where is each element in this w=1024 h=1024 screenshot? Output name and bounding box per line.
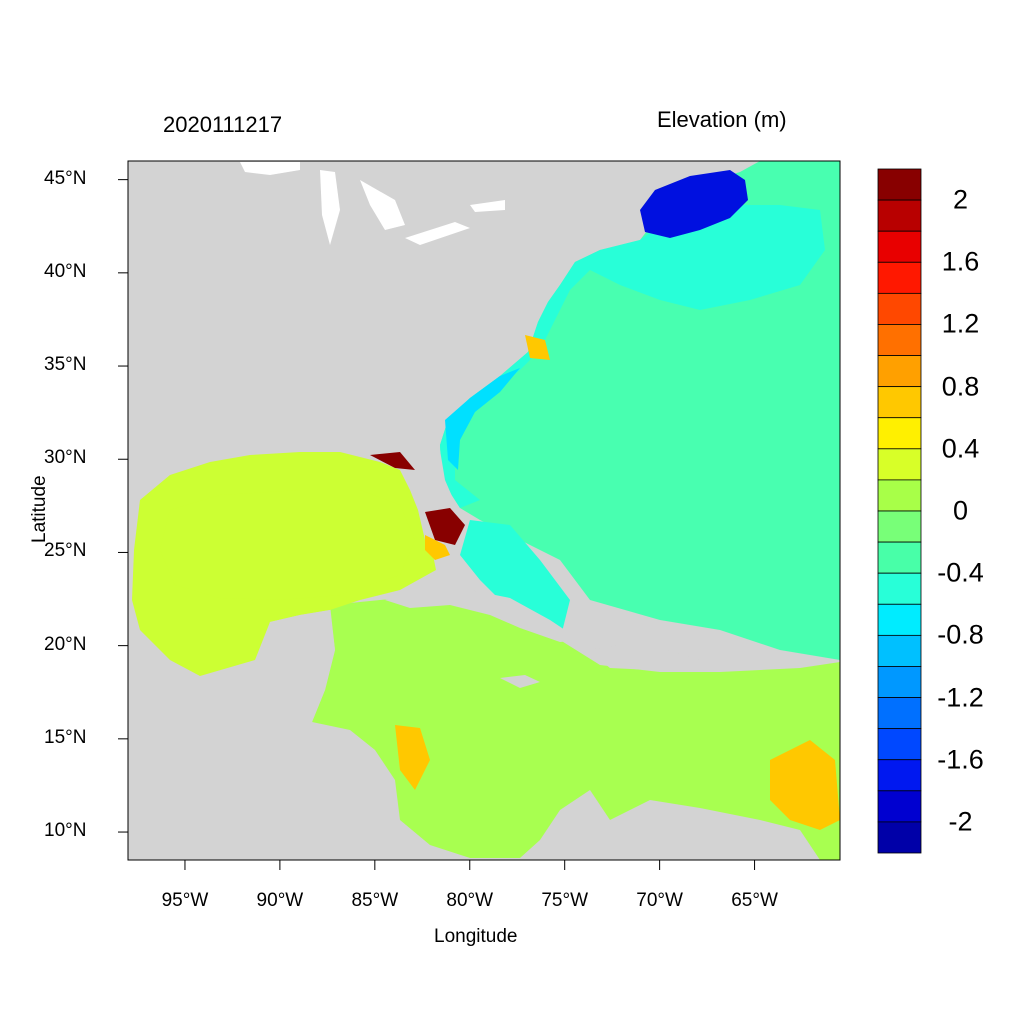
timestamp-label: 2020111217	[163, 112, 283, 137]
colorbar-swatch	[877, 324, 922, 356]
colorbar-swatch	[877, 603, 922, 636]
colorbar-swatch	[877, 790, 922, 823]
lon-tick-label: 85°W	[351, 890, 399, 911]
colorbar-swatch	[877, 261, 922, 294]
plot-frame	[127, 160, 841, 861]
colorbar-swatch	[877, 666, 922, 698]
lat-tick-label: 25°N	[44, 540, 87, 562]
colorbar	[877, 168, 922, 854]
variable-label: Elevation (m)	[657, 107, 787, 132]
colorbar-swatch	[877, 417, 922, 450]
yucatan-peninsula	[260, 610, 335, 722]
colorbar-label: 0	[952, 495, 969, 526]
lon-tick-label: 95°W	[161, 890, 209, 911]
bahamas-shelf	[460, 520, 570, 640]
colorbar-swatch	[877, 168, 922, 201]
surge-north-carolina	[525, 335, 550, 360]
atlantic-shelf	[440, 205, 825, 508]
colorbar-swatch	[877, 728, 922, 761]
lat-tick-label: 35°N	[44, 354, 87, 376]
colorbar-label: 1.6	[941, 246, 980, 277]
surge-florida-edge	[425, 535, 450, 560]
lake-superior	[240, 162, 300, 175]
lon-tick-label: 90°W	[256, 890, 304, 911]
colorbar-label: -0.8	[937, 619, 984, 650]
map-area	[128, 161, 840, 860]
colorbar-swatch	[877, 386, 922, 419]
lon-tick-label: 70°W	[636, 890, 683, 911]
colorbar-swatch	[877, 510, 922, 543]
colorbar-label: 2	[952, 184, 969, 215]
lake-michigan	[320, 170, 340, 245]
colorbar-swatch	[877, 759, 922, 792]
lat-tick-label: 45°N	[44, 167, 87, 189]
y-axis-title: Latitude	[29, 475, 50, 543]
caribbean-sea	[312, 595, 840, 860]
lat-tick-label: 30°N	[44, 447, 87, 469]
colorbar-swatch	[877, 634, 922, 667]
colorbar-swatch	[877, 230, 922, 263]
gulf-inner-tone	[160, 490, 415, 600]
lon-tick-label: 75°W	[541, 890, 589, 911]
lake-huron	[360, 180, 405, 230]
surge-panhandle	[370, 452, 415, 470]
hispaniola	[588, 645, 700, 672]
colorbar-swatch	[877, 821, 922, 854]
colorbar-label: 0.8	[941, 371, 980, 402]
lon-tick-label: 80°W	[446, 890, 494, 911]
x-axis-title: Longitude	[434, 926, 518, 947]
gulf-of-maine	[640, 170, 748, 238]
colorbar-swatch	[877, 572, 922, 605]
colorbar-swatch	[877, 479, 922, 512]
colorbar-label: 1.2	[941, 308, 980, 339]
colorbar-label: -1.2	[937, 682, 984, 713]
colorbar-swatch	[877, 541, 922, 574]
coastal-blue-strip	[445, 368, 520, 470]
cuba	[385, 590, 580, 642]
axis-ticks	[118, 179, 756, 870]
colorbar-label: -2	[948, 806, 973, 837]
colorbar-swatch	[877, 448, 922, 481]
colorbar-label: -1.6	[937, 744, 984, 775]
lon-tick-label: 65°W	[731, 890, 778, 911]
lat-tick-label: 15°N	[44, 726, 87, 748]
surge-florida	[425, 508, 465, 545]
surge-lesser-antilles	[770, 740, 840, 830]
jamaica	[500, 675, 540, 688]
colorbar-swatch	[877, 355, 922, 388]
colorbar-label: -0.4	[937, 557, 984, 588]
lat-tick-label: 20°N	[44, 633, 87, 655]
lat-tick-label: 40°N	[44, 260, 87, 282]
lake-erie	[405, 222, 470, 245]
surge-central-america	[395, 725, 430, 790]
colorbar-swatch	[877, 199, 922, 232]
colorbar-swatch	[877, 292, 922, 325]
lake-ontario	[470, 200, 505, 212]
colorbar-swatch	[877, 697, 922, 730]
lat-tick-label: 10°N	[44, 820, 87, 842]
colorbar-label: 0.4	[941, 433, 980, 464]
